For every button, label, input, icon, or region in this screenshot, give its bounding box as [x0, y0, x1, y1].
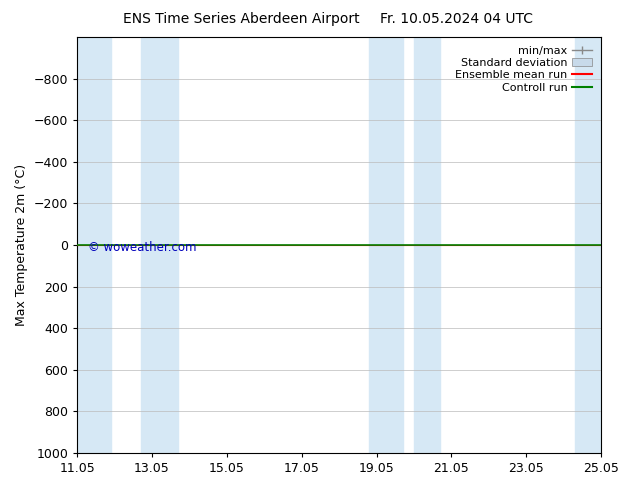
Bar [369, 37, 403, 453]
Text: ENS Time Series Aberdeen Airport: ENS Time Series Aberdeen Airport [122, 12, 359, 26]
Bar [575, 37, 601, 453]
Y-axis label: Max Temperature 2m (°C): Max Temperature 2m (°C) [15, 164, 28, 326]
Bar [414, 37, 440, 453]
Text: © woweather.com: © woweather.com [87, 241, 196, 254]
Bar [77, 37, 111, 453]
Legend: min/max, Standard deviation, Ensemble mean run, Controll run: min/max, Standard deviation, Ensemble me… [452, 43, 595, 96]
Text: Fr. 10.05.2024 04 UTC: Fr. 10.05.2024 04 UTC [380, 12, 533, 26]
Bar [141, 37, 178, 453]
